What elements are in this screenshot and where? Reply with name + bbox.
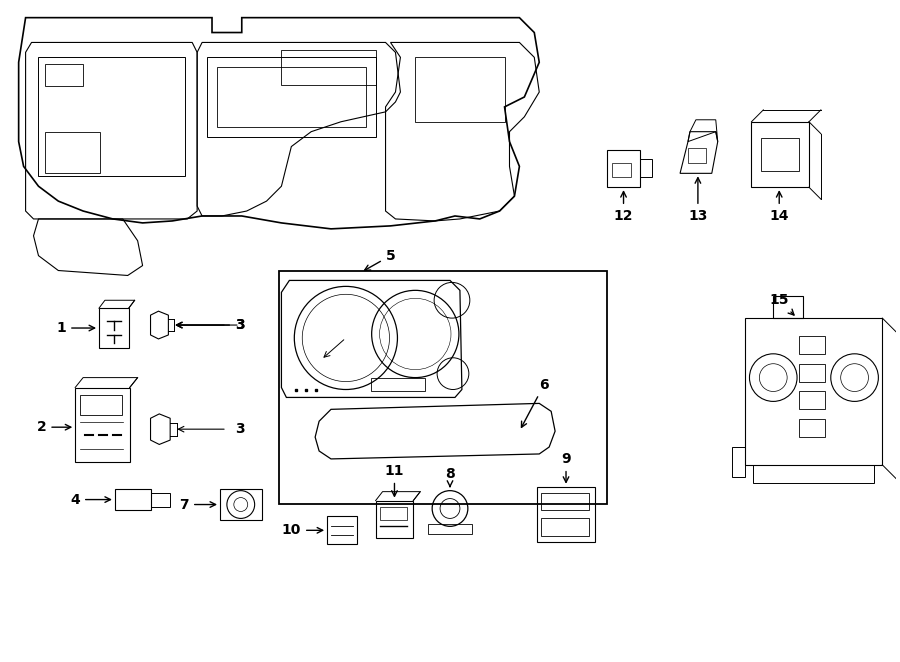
Text: 2: 2 <box>37 420 71 434</box>
Text: 10: 10 <box>282 524 323 538</box>
Text: 13: 13 <box>688 177 707 223</box>
Text: 6: 6 <box>521 377 549 428</box>
Text: 14: 14 <box>770 191 789 223</box>
Text: 7: 7 <box>179 498 216 512</box>
Text: 15: 15 <box>770 293 794 315</box>
Text: 5: 5 <box>364 249 395 270</box>
Text: 3: 3 <box>235 422 245 436</box>
Text: 9: 9 <box>562 452 571 483</box>
Text: 1: 1 <box>57 321 94 335</box>
Text: 8: 8 <box>446 467 454 487</box>
Text: 3: 3 <box>235 318 245 332</box>
Text: 3: 3 <box>176 318 245 332</box>
Text: 4: 4 <box>70 493 111 506</box>
Text: 12: 12 <box>614 191 634 223</box>
Text: 11: 11 <box>384 464 404 496</box>
